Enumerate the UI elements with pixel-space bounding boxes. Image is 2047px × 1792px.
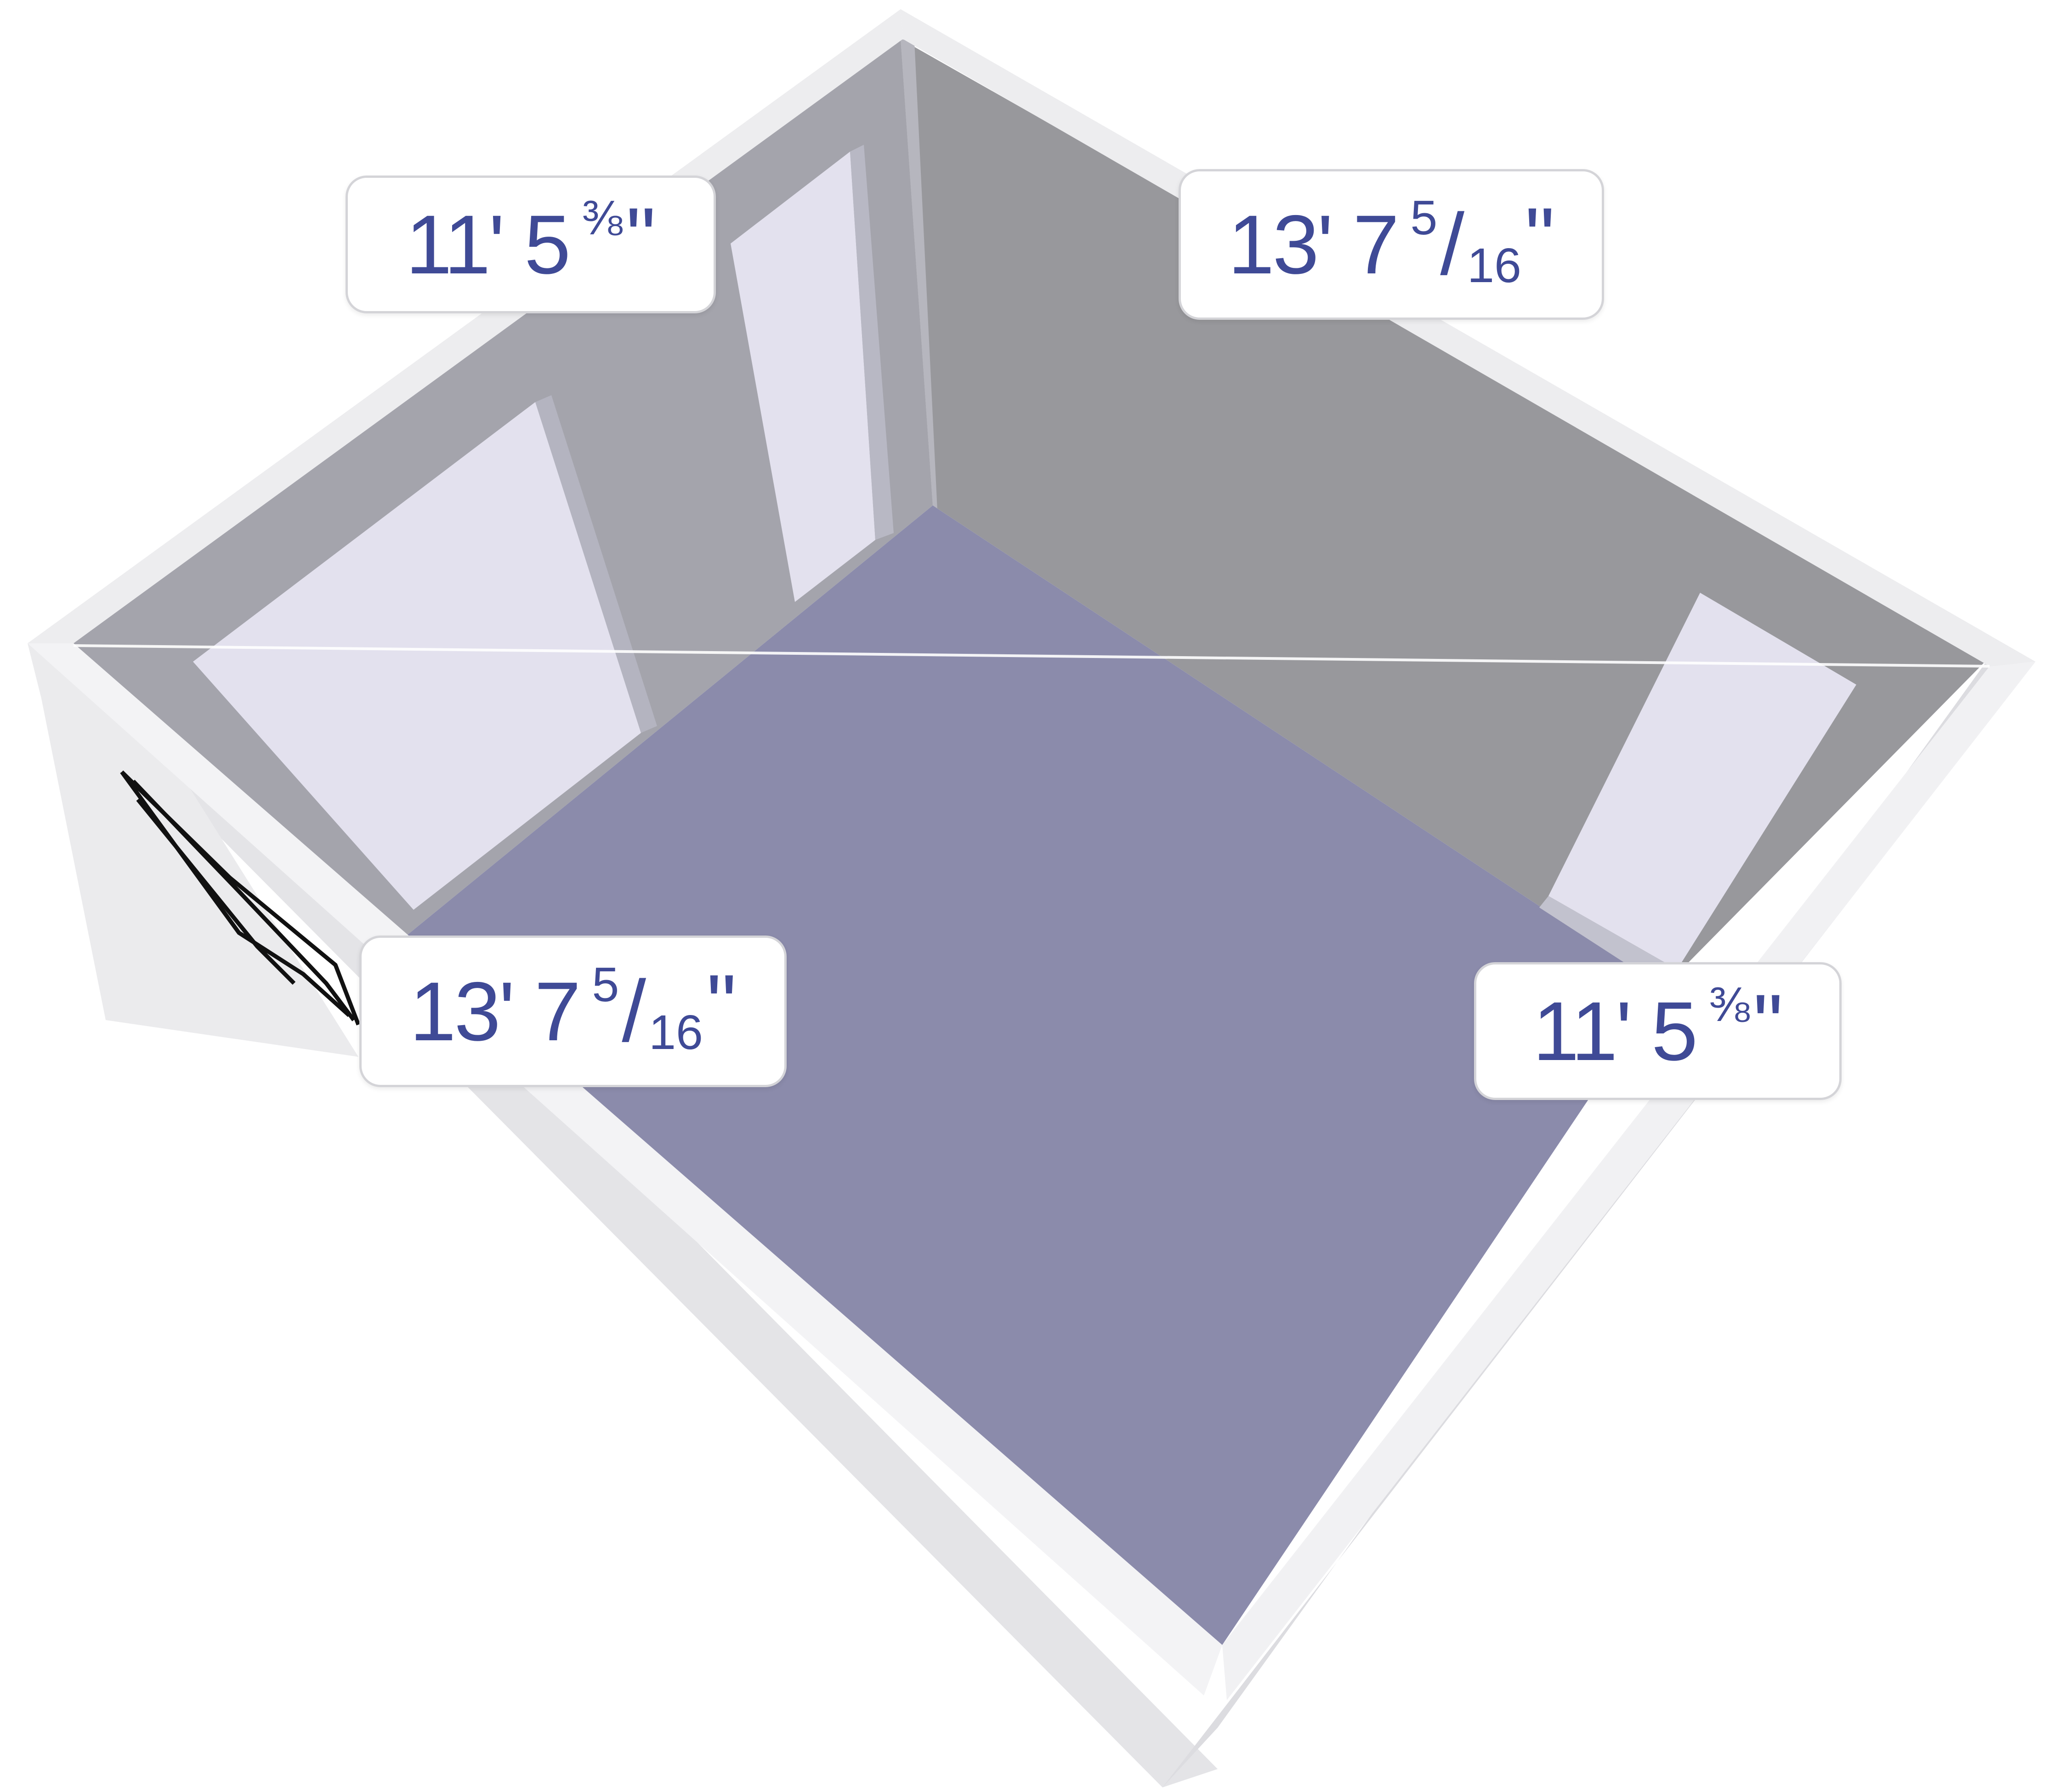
dimension-denominator: 16 (649, 1008, 703, 1057)
dimension-numerator: 5 (1410, 193, 1437, 242)
dimension-slash: / (622, 968, 646, 1055)
dimension-whole: 11' 5 (1533, 989, 1696, 1073)
dimension-label-bottom-right[interactable]: 11' 5 ⅜ " (1474, 962, 1842, 1100)
dimension-label-top-left[interactable]: 11' 5 ⅜ " (346, 176, 716, 313)
dimension-label-bottom-left[interactable]: 13' 7 5 / 16 " (359, 936, 787, 1087)
dimension-whole: 11' 5 (406, 203, 569, 286)
dimension-label-top-right[interactable]: 13' 7 5 / 16 " (1179, 169, 1604, 320)
dimension-inch-mark: " (1753, 982, 1783, 1066)
dimension-whole: 13' 7 (409, 970, 579, 1053)
dimension-numerator: 5 (592, 960, 619, 1009)
dimension-slash: / (1440, 201, 1464, 288)
dimension-inch-mark: " (1525, 195, 1555, 279)
dimension-fraction: ⅜ (582, 193, 622, 242)
dimension-whole: 13' 7 (1228, 203, 1397, 286)
dimension-fraction: ⅜ (1709, 980, 1749, 1029)
dimension-denominator: 16 (1467, 241, 1521, 290)
dimension-inch-mark: " (707, 962, 737, 1046)
dimension-inch-mark: " (626, 195, 656, 279)
